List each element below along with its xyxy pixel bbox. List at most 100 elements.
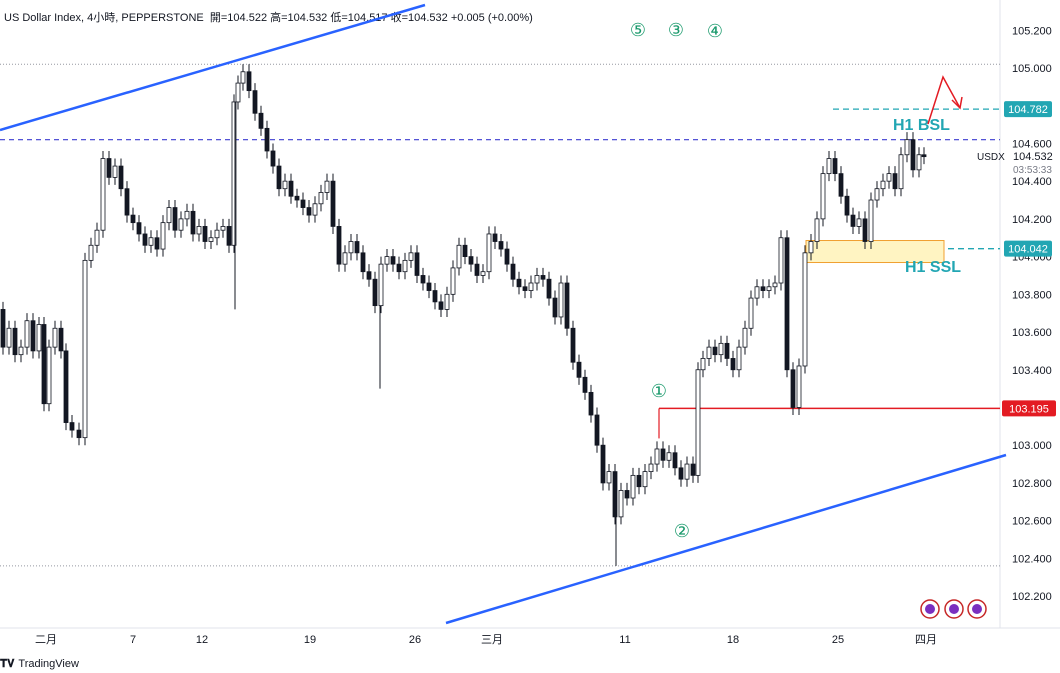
candle-down <box>850 214 856 227</box>
candle-up <box>796 365 802 408</box>
candle-down <box>564 282 570 329</box>
candle-down <box>12 327 18 356</box>
candle-down <box>190 210 196 235</box>
y-tick-label: 103.800 <box>1012 289 1052 301</box>
candle-up <box>534 275 540 284</box>
y-tick-label: 105.200 <box>1012 25 1052 37</box>
y-tick-label: 102.800 <box>1012 478 1052 490</box>
candle-down <box>246 71 252 92</box>
candle-down <box>354 241 360 254</box>
candle-down <box>921 154 927 158</box>
upper-trendline[interactable] <box>0 3 426 132</box>
brand-name: TradingView <box>18 658 79 670</box>
data-source: PEPPERSTONE <box>121 12 204 24</box>
candle-up <box>408 252 414 261</box>
candle-down <box>41 324 47 405</box>
wave-label[interactable]: ③ <box>668 20 684 40</box>
y-tick-label: 104.200 <box>1012 214 1052 226</box>
footer: 𝐓𝐕 TradingView <box>0 658 79 671</box>
tradingview-logo-icon[interactable]: 𝐓𝐕 <box>0 658 15 670</box>
candle-down <box>124 188 130 216</box>
y-tick-label: 103.400 <box>1012 365 1052 377</box>
candle-up <box>648 463 654 473</box>
wave-label[interactable]: ② <box>674 521 690 541</box>
symbol-name[interactable]: US Dollar Index <box>4 12 82 24</box>
chart-header: US Dollar Index, 4小時, PEPPERSTONE 開=104.… <box>4 12 533 24</box>
candle-down <box>432 290 438 303</box>
candle-up <box>814 218 820 242</box>
timeframe[interactable]: 4小時 <box>87 12 116 24</box>
candle-up <box>916 154 922 171</box>
candle-up <box>826 158 832 175</box>
candle-down <box>724 342 730 359</box>
candle-up <box>88 244 94 261</box>
candle-down <box>420 275 426 284</box>
x-tick-label: 三月 <box>481 634 503 646</box>
candle-up <box>486 233 492 273</box>
candle-down <box>0 309 6 348</box>
y-tick-label: 104.400 <box>1012 176 1052 188</box>
candle-down <box>552 297 558 318</box>
candle-up <box>402 259 408 273</box>
candle-up <box>654 448 660 465</box>
candle-up <box>666 452 672 461</box>
projection-arrow[interactable] <box>927 75 961 125</box>
candle-down <box>63 350 69 423</box>
wave-label[interactable]: ① <box>651 381 667 401</box>
candle-up <box>742 327 748 348</box>
candle-down <box>690 463 696 476</box>
wave-label[interactable]: ④ <box>707 21 723 41</box>
candle-up <box>480 271 486 276</box>
candle-up <box>235 82 241 103</box>
candle-down <box>570 327 576 363</box>
candle-down <box>106 158 112 178</box>
candle-up <box>36 324 42 352</box>
candle-down <box>546 278 552 299</box>
candle-down <box>504 248 510 265</box>
candle-up <box>18 346 24 356</box>
y-tick-label: 104.600 <box>1012 138 1052 150</box>
candle-down <box>264 127 270 152</box>
candle-up <box>24 320 30 348</box>
candle-down <box>76 429 82 439</box>
candle-down <box>862 218 868 242</box>
candle-up <box>778 237 784 284</box>
candle-up <box>312 203 318 216</box>
candle-up <box>46 346 52 405</box>
candle-down <box>624 490 630 499</box>
x-tick-label: 11 <box>619 634 630 646</box>
candle-up <box>684 463 690 480</box>
candle-up <box>52 327 58 348</box>
candle-down <box>910 139 916 171</box>
x-tick-label: 12 <box>196 634 208 646</box>
candle-down <box>832 158 838 175</box>
flag-icon-inner <box>972 604 982 614</box>
candle-up <box>178 218 184 231</box>
candle-up <box>112 165 118 178</box>
candle-up <box>196 226 202 235</box>
candle-up <box>94 229 100 246</box>
candle-down <box>582 376 588 393</box>
candle-down <box>294 195 300 201</box>
x-tick-label: 18 <box>727 634 739 646</box>
candle-down <box>594 414 600 446</box>
candle-down <box>336 226 342 265</box>
liquidity-price-label: 104.782 <box>1008 104 1048 116</box>
x-tick-label: 四月 <box>915 634 937 646</box>
projection-arrowhead-icon <box>951 96 963 110</box>
level-103195-badge <box>1002 400 1056 417</box>
candle-up <box>874 188 880 201</box>
wave-label[interactable]: ⑤ <box>630 20 646 40</box>
candle-up <box>318 192 324 205</box>
order-block-zone[interactable] <box>805 240 945 264</box>
candle-up <box>208 237 214 242</box>
candle-up <box>706 346 712 359</box>
x-tick-label: 19 <box>304 634 316 646</box>
y-tick-label: 102.200 <box>1012 591 1052 603</box>
candle-down <box>600 444 606 484</box>
flag-icon-inner <box>949 604 959 614</box>
x-tick-label: 25 <box>832 634 844 646</box>
lower-trendline[interactable] <box>445 453 1007 625</box>
candle-down <box>366 271 372 280</box>
